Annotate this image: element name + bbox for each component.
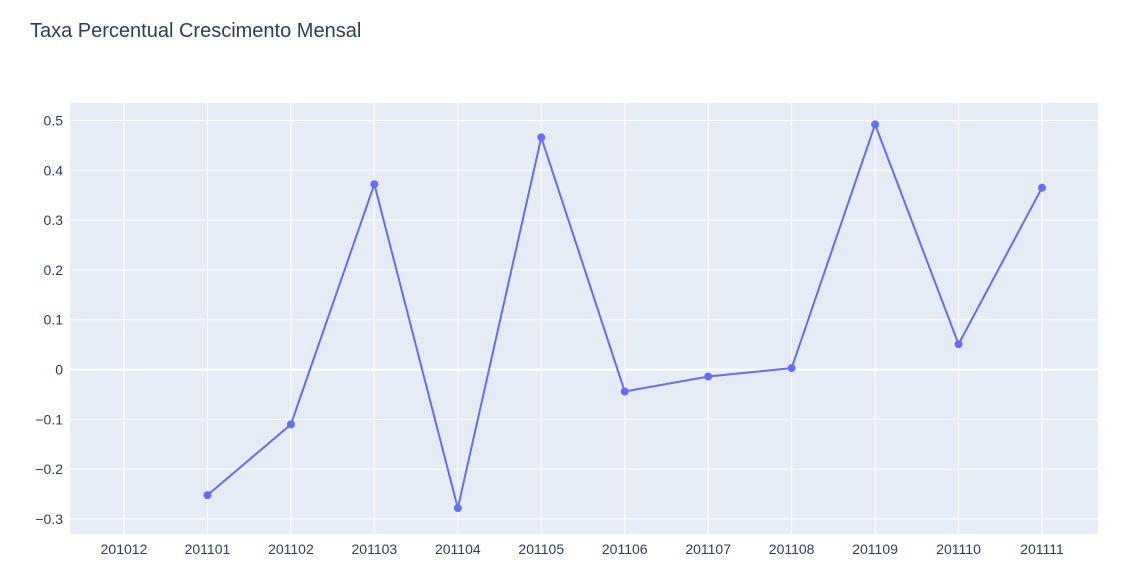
x-tick-label: 201109 xyxy=(852,541,898,557)
data-point xyxy=(286,420,295,429)
y-tick-label: 0.1 xyxy=(44,312,64,328)
x-tick-label: 201107 xyxy=(685,541,731,557)
x-tick-label: 201110 xyxy=(936,541,981,557)
x-tick-label: 201111 xyxy=(1020,541,1064,557)
y-tick-label: 0.5 xyxy=(44,112,64,128)
y-tick-label: −0.3 xyxy=(35,511,63,527)
data-point xyxy=(370,180,379,189)
chart-title: Taxa Percentual Crescimento Mensal xyxy=(30,20,362,42)
data-point xyxy=(537,133,546,142)
y-tick-label: 0 xyxy=(55,362,63,378)
x-tick-label: 201108 xyxy=(769,541,815,557)
y-tick-label: 0.2 xyxy=(44,262,64,278)
x-tick-label: 201105 xyxy=(518,541,564,557)
data-point xyxy=(1038,183,1046,192)
x-tick-label: 201106 xyxy=(602,541,648,557)
y-tick-label: −0.1 xyxy=(35,411,63,427)
data-point xyxy=(620,387,629,396)
y-tick-label: 0.3 xyxy=(44,212,64,228)
data-point xyxy=(203,491,212,500)
data-point xyxy=(453,504,462,513)
data-point xyxy=(704,372,713,381)
data-point xyxy=(871,120,880,129)
data-point xyxy=(954,340,963,349)
y-tick-label: 0.4 xyxy=(44,162,64,178)
x-tick-label: 201103 xyxy=(352,541,398,557)
x-tick-label: 201102 xyxy=(268,541,314,557)
x-tick-label: 201101 xyxy=(185,541,231,557)
data-point xyxy=(787,364,796,373)
plot-background xyxy=(70,103,1098,534)
x-tick-label: 201012 xyxy=(101,541,148,557)
y-tick-label: −0.2 xyxy=(35,461,63,477)
x-tick-label: 201104 xyxy=(435,541,481,557)
